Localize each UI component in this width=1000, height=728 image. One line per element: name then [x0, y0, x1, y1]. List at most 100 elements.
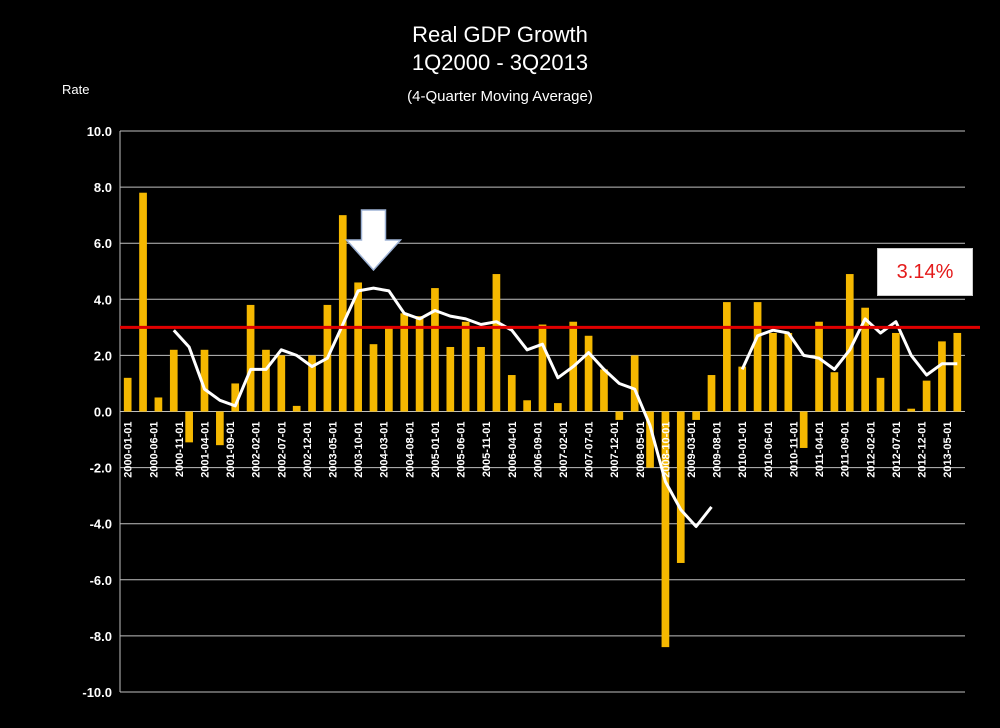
bar — [400, 313, 409, 412]
x-tick-label: 2004-08-01 — [404, 422, 416, 478]
x-tick-label: 2005-06-01 — [456, 422, 468, 478]
x-tick-label: 2008-10-01 — [660, 422, 672, 478]
x-tick-label: 2010-06-01 — [763, 422, 775, 478]
bar — [784, 332, 793, 412]
bar — [415, 316, 424, 412]
moving-average-series — [172, 286, 958, 528]
x-tick-label: 2005-01-01 — [430, 422, 442, 478]
bar — [169, 349, 178, 412]
bar — [615, 411, 624, 420]
moving-average-line — [740, 317, 958, 377]
bar — [876, 377, 885, 412]
moving-average-line — [172, 286, 713, 528]
x-tick-label: 2005-11-01 — [481, 421, 493, 477]
bar — [338, 215, 347, 412]
bar — [461, 321, 470, 412]
x-tick-label: 2008-05-01 — [635, 422, 647, 478]
reference-value-callout: 3.14% — [877, 248, 973, 296]
x-tick-label: 2011-09-01 — [840, 422, 852, 478]
x-tick-label: 2002-07-01 — [276, 422, 288, 478]
bar — [723, 302, 731, 412]
x-tick-label: 2007-02-01 — [558, 422, 570, 478]
bar — [185, 411, 193, 443]
x-tick-label: 2009-03-01 — [686, 422, 698, 478]
bar — [692, 411, 700, 420]
bar — [523, 400, 531, 412]
y-tick-label: -10.0 — [82, 685, 112, 700]
x-tick-label: 2000-01-01 — [123, 422, 135, 478]
bar — [753, 302, 762, 412]
y-tick-label: 4.0 — [94, 292, 112, 307]
bar — [630, 355, 639, 412]
y-axis-ticks: 10.0 8.0 6.0 4.0 2.0 0.0 -2.0 -4.0 -6.0 -8.0 -10.0 — [82, 124, 112, 700]
bar — [676, 411, 685, 563]
chart-subtitle: 1Q2000 - 3Q2013 — [411, 50, 589, 75]
x-tick-label: 2001-09-01 — [225, 422, 237, 478]
x-axis-ticks: 2000-01-01 2000-06-01 2000-11-01 2001-04-01… — [123, 421, 954, 477]
x-tick-label: 2004-03-01 — [379, 422, 391, 478]
y-tick-label: -8.0 — [90, 629, 112, 644]
bar — [431, 288, 439, 412]
down-arrow-icon — [344, 209, 403, 272]
bar — [200, 349, 209, 412]
bar — [308, 355, 316, 412]
bar — [738, 366, 747, 412]
x-tick-label: 2013-05-01 — [942, 422, 954, 478]
x-tick-label: 2001-04-01 — [200, 422, 212, 478]
x-tick-label: 2003-05-01 — [328, 422, 340, 478]
x-tick-label: 2007-12-01 — [609, 422, 621, 478]
bar — [262, 349, 270, 412]
y-axis-label: Rate — [62, 82, 90, 97]
bar — [277, 355, 286, 412]
y-tick-label: 8.0 — [94, 180, 112, 195]
y-tick-label: -2.0 — [90, 461, 112, 476]
y-tick-label: 0.0 — [94, 405, 112, 420]
bar — [845, 274, 854, 412]
bar — [769, 332, 777, 412]
bar — [246, 304, 255, 412]
x-tick-label: 2011-04-01 — [814, 422, 826, 478]
bar — [584, 335, 593, 412]
y-tick-label: 2.0 — [94, 348, 112, 363]
bar — [216, 411, 224, 446]
bar — [892, 332, 900, 412]
bar — [938, 341, 946, 412]
x-tick-label: 2000-06-01 — [148, 422, 160, 478]
bar — [554, 403, 562, 412]
x-tick-label: 2006-09-01 — [532, 422, 544, 478]
x-tick-label: 2012-07-01 — [891, 422, 903, 478]
bar — [139, 192, 147, 412]
bar — [123, 377, 132, 412]
bar — [292, 405, 301, 412]
x-tick-label: 2006-04-01 — [507, 421, 519, 477]
bar — [600, 369, 608, 412]
bar — [385, 327, 393, 412]
y-tick-label: 6.0 — [94, 236, 112, 251]
x-tick-label: 2003-10-01 — [353, 422, 365, 478]
chart-title: Real GDP Growth — [412, 22, 588, 47]
bar — [369, 344, 378, 412]
bar-series — [123, 192, 962, 648]
y-tick-label: -4.0 — [90, 517, 112, 532]
x-tick-label: 2002-12-01 — [302, 422, 314, 478]
bar — [815, 321, 823, 412]
bar — [922, 380, 931, 412]
bar — [646, 411, 654, 468]
bar — [354, 282, 362, 412]
bar — [507, 375, 516, 412]
arrow-shape — [344, 209, 403, 272]
x-tick-label: 2012-02-01 — [865, 422, 877, 478]
bar — [492, 274, 501, 412]
x-tick-label: 2002-02-01 — [251, 422, 263, 478]
chart-note: (4-Quarter Moving Average) — [407, 88, 593, 105]
bar — [661, 411, 670, 648]
x-tick-label: 2000-11-01 — [174, 422, 186, 478]
x-tick-label: 2010-11-01 — [788, 422, 800, 478]
bar — [538, 324, 547, 412]
bar — [477, 346, 485, 412]
x-tick-label: 2007-07-01 — [584, 422, 596, 478]
y-tick-label: 10.0 — [87, 124, 112, 139]
bar — [446, 346, 455, 412]
bar — [707, 375, 716, 412]
